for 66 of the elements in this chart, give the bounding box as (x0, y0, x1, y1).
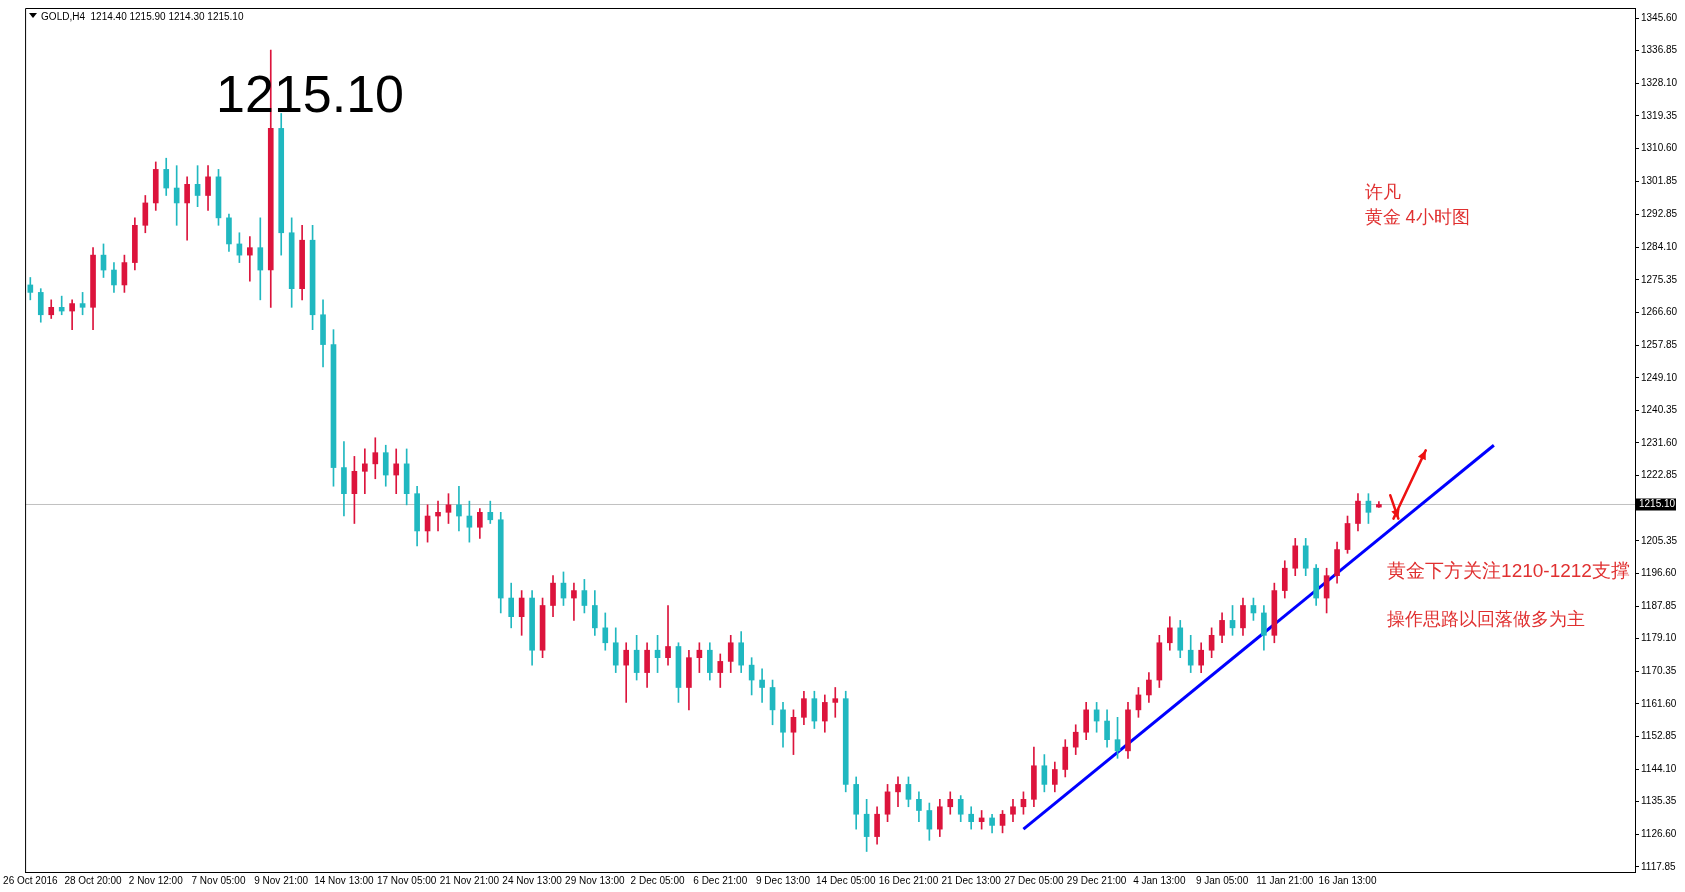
candlestick (173, 165, 180, 226)
y-tick-label: 1187.85 (1641, 599, 1677, 611)
candlestick (362, 448, 368, 494)
x-tick-label: 21 Nov 21:00 (439, 874, 500, 886)
x-tick-label: 4 Jan 13:00 (1133, 874, 1186, 886)
candlestick (456, 485, 462, 532)
ref-line-label: 1215.10 (1639, 498, 1676, 510)
y-tick-label: 1152.85 (1641, 730, 1677, 742)
candlestick (393, 448, 400, 494)
y-tick-label: 1170.35 (1641, 665, 1677, 677)
x-tick-label: 21 Dec 13:00 (941, 874, 1002, 886)
x-tick-label: 14 Dec 05:00 (815, 874, 876, 886)
x-tick-label: 28 Oct 20:00 (64, 874, 123, 886)
candlestick (58, 295, 65, 316)
annotation: 黄金下方关注1210-1212支撑 (1387, 559, 1630, 581)
x-tick-label: 11 Jan 21:00 (1256, 874, 1314, 886)
x-tick-label: 9 Nov 21:00 (254, 874, 309, 886)
y-tick-label: 1336.85 (1641, 44, 1678, 56)
candlestick (623, 642, 630, 703)
x-tick-label: 27 Dec 05:00 (1004, 874, 1065, 886)
x-tick-label: 24 Nov 13:00 (502, 874, 563, 886)
y-tick-label: 1231.60 (1641, 436, 1678, 448)
x-tick-label: 9 Dec 13:00 (756, 874, 811, 886)
candlestick (435, 500, 441, 532)
y-tick-label: 1126.60 (1641, 828, 1677, 840)
x-tick-label: 2 Dec 05:00 (630, 874, 685, 886)
y-tick-label: 1135.35 (1641, 795, 1677, 807)
chart-title: GOLD,H4 1214.40 1215.90 1214.30 1215.10 (41, 10, 244, 22)
x-tick-label: 16 Dec 21:00 (878, 874, 939, 886)
y-tick-label: 1328.10 (1641, 77, 1678, 89)
y-tick-label: 1179.10 (1641, 632, 1677, 644)
x-tick-label: 7 Nov 05:00 (191, 874, 246, 886)
y-tick-label: 1196.60 (1641, 567, 1677, 579)
y-tick-label: 1319.35 (1641, 109, 1678, 121)
y-tick-label: 1240.35 (1641, 404, 1678, 416)
y-tick-label: 1275.35 (1641, 273, 1678, 285)
y-tick-label: 1205.35 (1641, 534, 1678, 546)
x-tick-label: 2 Nov 12:00 (128, 874, 184, 886)
y-tick-label: 1310.60 (1641, 142, 1678, 154)
x-tick-label: 29 Nov 13:00 (565, 874, 626, 886)
annotation: 许凡 (1364, 181, 1401, 202)
x-tick-label: 26 Oct 2016 (3, 874, 58, 886)
x-tick-label: 9 Jan 05:00 (1195, 874, 1249, 886)
y-tick-label: 1144.10 (1641, 762, 1677, 774)
candlestick (665, 605, 671, 666)
y-tick-label: 1301.85 (1641, 174, 1678, 186)
y-tick-label: 1161.60 (1641, 697, 1677, 709)
candlestick (759, 668, 765, 703)
annotation: 操作思路以回落做多为主 (1387, 608, 1586, 629)
x-tick-label: 16 Jan 13:00 (1318, 874, 1377, 886)
y-tick-label: 1284.10 (1641, 241, 1678, 253)
y-tick-label: 1292.85 (1641, 208, 1678, 220)
candlestick (247, 236, 253, 282)
y-tick-label: 1222.85 (1641, 469, 1678, 481)
x-tick-label: 17 Nov 05:00 (376, 874, 437, 886)
y-tick-label: 1266.60 (1641, 306, 1678, 318)
candlestick (832, 687, 839, 718)
y-tick-label: 1249.10 (1641, 371, 1678, 383)
annotation: 黄金 4小时图 (1364, 206, 1470, 227)
y-tick-label: 1117.85 (1641, 860, 1677, 872)
x-tick-label: 29 Dec 21:00 (1066, 874, 1127, 886)
y-tick-label: 1257.85 (1641, 338, 1678, 350)
candlestick (571, 582, 577, 621)
x-tick-label: 6 Dec 21:00 (693, 874, 748, 886)
y-tick-label: 1345.60 (1641, 11, 1678, 23)
x-tick-label: 14 Nov 13:00 (314, 874, 375, 886)
